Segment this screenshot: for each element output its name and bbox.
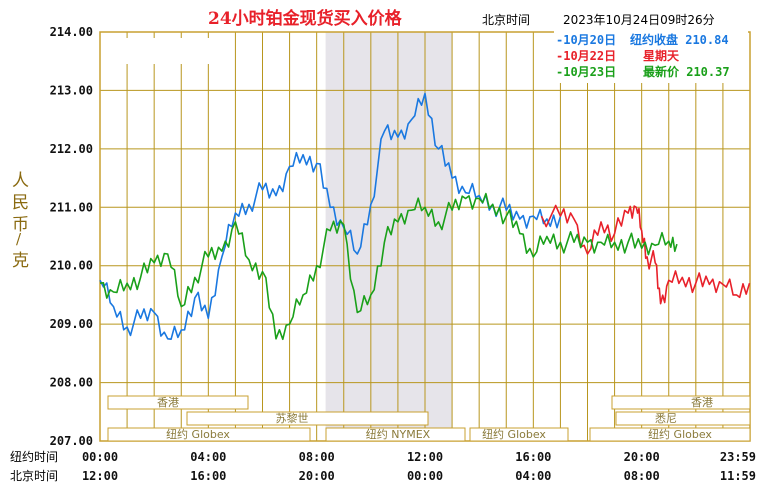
y-tick-labels: 214.00 213.00 212.00 211.00 210.00 209.00 208.…	[50, 25, 93, 448]
legend-date-1023: -10月23日	[556, 65, 616, 79]
y-tick-label: 207.00	[50, 434, 93, 448]
x-tick-bj: 12:00	[82, 469, 118, 483]
nymex-session-shade	[325, 32, 453, 441]
session-label: 纽约 Globex	[166, 427, 230, 441]
session-label: 苏黎世	[276, 411, 309, 425]
session-box	[325, 427, 466, 442]
session-box	[611, 395, 751, 410]
session-box	[589, 427, 751, 442]
series-line-10月22日	[540, 204, 751, 305]
session-box	[107, 427, 311, 442]
update-datetime: 2023年10月24日09时26分	[563, 13, 715, 27]
y-tick-label: 212.00	[50, 142, 93, 156]
svg-text:民: 民	[12, 193, 29, 213]
x-tick-ny: 20:00	[624, 450, 660, 464]
series-line-10月23日	[99, 192, 678, 341]
legend: -10月20日 纽约收盘 210.84 -10月22日 星期天 -10月23日 …	[554, 31, 748, 83]
x-tick-bj: 04:00	[515, 469, 551, 483]
legend-info-1022: 星期天	[643, 48, 680, 63]
blank-patch	[102, 38, 220, 64]
session-label: 纽约 Globex	[648, 427, 712, 441]
session-label: 纽约 Globex	[482, 427, 546, 441]
chart-title: 24小时铂金现货买入价格	[208, 8, 403, 29]
legend-info-1020: 纽约收盘 210.84	[630, 32, 729, 47]
x-tick-ny: 12:00	[407, 450, 443, 464]
legend-date-1020: -10月20日	[556, 33, 616, 47]
nymex-shade-rect	[325, 32, 453, 441]
session-label: 悉尼	[655, 412, 677, 425]
legend-box	[554, 31, 748, 83]
time-zone-label: 北京时间	[482, 13, 530, 27]
x-tick-ny: 04:00	[190, 450, 226, 464]
x-tick-ny: 08:00	[299, 450, 335, 464]
svg-text:克: 克	[12, 251, 29, 271]
session-box	[615, 411, 751, 426]
x-tick-bj: 16:00	[190, 469, 226, 483]
session-label: 香港	[691, 396, 713, 409]
y-axis-label: 人 民 币 / 克	[12, 171, 29, 271]
gridlines	[99, 31, 751, 442]
session-label: 纽约 NYMEX	[366, 427, 431, 441]
y-tick-label: 211.00	[50, 200, 93, 214]
ny-time-row-label: 纽约时间	[10, 449, 58, 464]
session-label: 香港	[157, 396, 179, 409]
legend-info-1023: 最新价 210.37	[643, 64, 730, 79]
x-tick-labels: 00:00 12:00 04:00 16:00 08:00 20:00 12:00 00:00…	[82, 450, 756, 483]
session-box	[186, 411, 429, 426]
x-tick-bj: 00:00	[407, 469, 443, 483]
y-tick-label: 208.00	[50, 376, 93, 390]
y-tick-label: 209.00	[50, 317, 93, 331]
svg-text:币: 币	[12, 215, 29, 235]
y-tick-label: 214.00	[50, 25, 93, 39]
x-tick-ny: 00:00	[82, 450, 118, 464]
svg-text:人: 人	[12, 171, 29, 191]
x-tick-bj: 08:00	[624, 469, 660, 483]
x-tick-ny: 16:00	[515, 450, 551, 464]
y-tick-label: 210.00	[50, 259, 93, 273]
x-tick-bj: 11:59	[720, 469, 756, 483]
bj-time-row-label: 北京时间	[10, 469, 58, 483]
legend-date-1022: -10月22日	[556, 49, 616, 63]
price-series	[99, 92, 751, 341]
y-tick-label: 213.00	[50, 83, 93, 97]
svg-text:/: /	[16, 230, 22, 248]
session-box	[469, 427, 569, 442]
x-tick-ny: 23:59	[720, 450, 756, 464]
x-tick-bj: 20:00	[299, 469, 335, 483]
session-box	[107, 395, 249, 410]
